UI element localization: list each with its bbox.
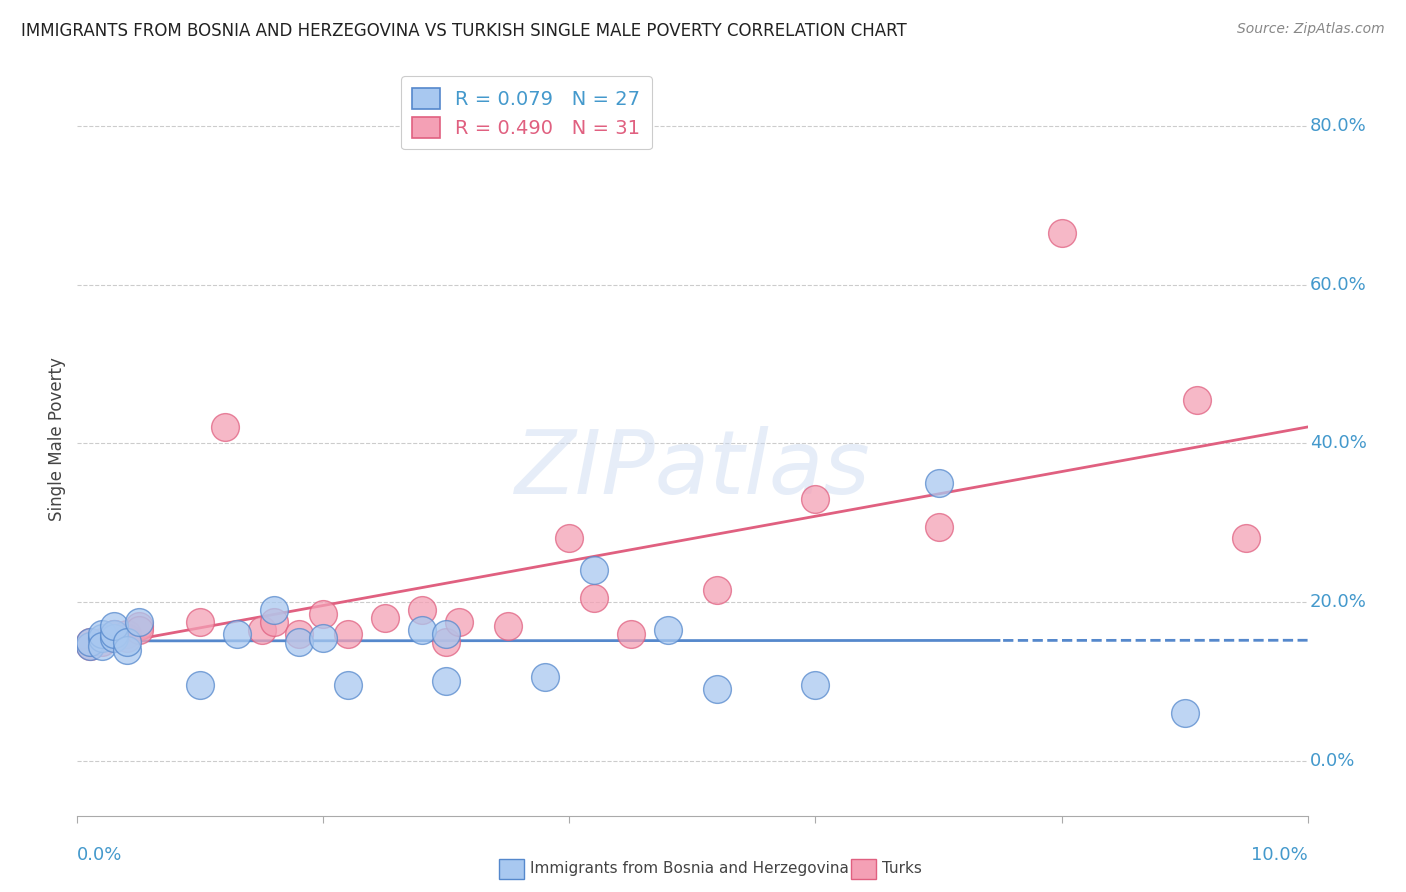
Point	[128, 615, 150, 629]
Point	[263, 603, 285, 617]
Point	[128, 623, 150, 637]
Text: 0.0%: 0.0%	[1310, 752, 1355, 770]
Point	[496, 619, 519, 633]
Point	[558, 532, 581, 546]
Point	[79, 634, 101, 648]
Point	[214, 420, 236, 434]
Point	[312, 631, 335, 645]
Point	[928, 475, 950, 490]
Point	[103, 626, 125, 640]
Point	[1185, 392, 1208, 407]
Point	[90, 626, 114, 640]
Point	[250, 623, 273, 637]
Point	[79, 639, 101, 653]
Point	[337, 678, 360, 692]
Point	[706, 583, 728, 598]
Point	[436, 634, 458, 648]
Point	[128, 619, 150, 633]
Point	[620, 626, 643, 640]
Text: 0.0%: 0.0%	[77, 847, 122, 864]
Point	[447, 615, 470, 629]
Point	[583, 591, 606, 605]
Text: 40.0%: 40.0%	[1310, 434, 1367, 452]
Point	[374, 611, 396, 625]
Text: ZIPatlas: ZIPatlas	[515, 426, 870, 513]
Point	[103, 619, 125, 633]
Text: Turks: Turks	[882, 862, 921, 876]
Point	[337, 626, 360, 640]
Text: Source: ZipAtlas.com: Source: ZipAtlas.com	[1237, 22, 1385, 37]
Text: 80.0%: 80.0%	[1310, 117, 1367, 135]
Point	[436, 674, 458, 689]
Legend: R = 0.079   N = 27, R = 0.490   N = 31: R = 0.079 N = 27, R = 0.490 N = 31	[401, 76, 652, 150]
Point	[226, 626, 249, 640]
Point	[804, 678, 827, 692]
Point	[263, 615, 285, 629]
Text: 60.0%: 60.0%	[1310, 276, 1367, 293]
Point	[1050, 226, 1073, 240]
Text: IMMIGRANTS FROM BOSNIA AND HERZEGOVINA VS TURKISH SINGLE MALE POVERTY CORRELATIO: IMMIGRANTS FROM BOSNIA AND HERZEGOVINA V…	[21, 22, 907, 40]
Point	[103, 631, 125, 645]
Point	[657, 623, 679, 637]
Point	[115, 634, 138, 648]
Point	[411, 623, 433, 637]
Point	[288, 626, 311, 640]
Point	[90, 639, 114, 653]
Point	[534, 670, 557, 684]
Point	[288, 634, 311, 648]
Point	[1234, 532, 1257, 546]
Point	[79, 634, 101, 648]
Point	[103, 631, 125, 645]
Text: 20.0%: 20.0%	[1310, 593, 1367, 611]
Point	[188, 615, 212, 629]
Text: Immigrants from Bosnia and Herzegovina: Immigrants from Bosnia and Herzegovina	[530, 862, 849, 876]
Point	[928, 519, 950, 533]
Point	[90, 634, 114, 648]
Point	[411, 603, 433, 617]
Point	[115, 642, 138, 657]
Point	[115, 626, 138, 640]
Point	[804, 491, 827, 506]
Text: 10.0%: 10.0%	[1251, 847, 1308, 864]
Point	[115, 631, 138, 645]
Point	[706, 682, 728, 697]
Point	[188, 678, 212, 692]
Point	[79, 639, 101, 653]
Point	[90, 631, 114, 645]
Point	[583, 563, 606, 577]
Point	[103, 626, 125, 640]
Point	[103, 626, 125, 640]
Point	[312, 607, 335, 621]
Y-axis label: Single Male Poverty: Single Male Poverty	[48, 358, 66, 521]
Point	[436, 626, 458, 640]
Point	[1174, 706, 1197, 720]
